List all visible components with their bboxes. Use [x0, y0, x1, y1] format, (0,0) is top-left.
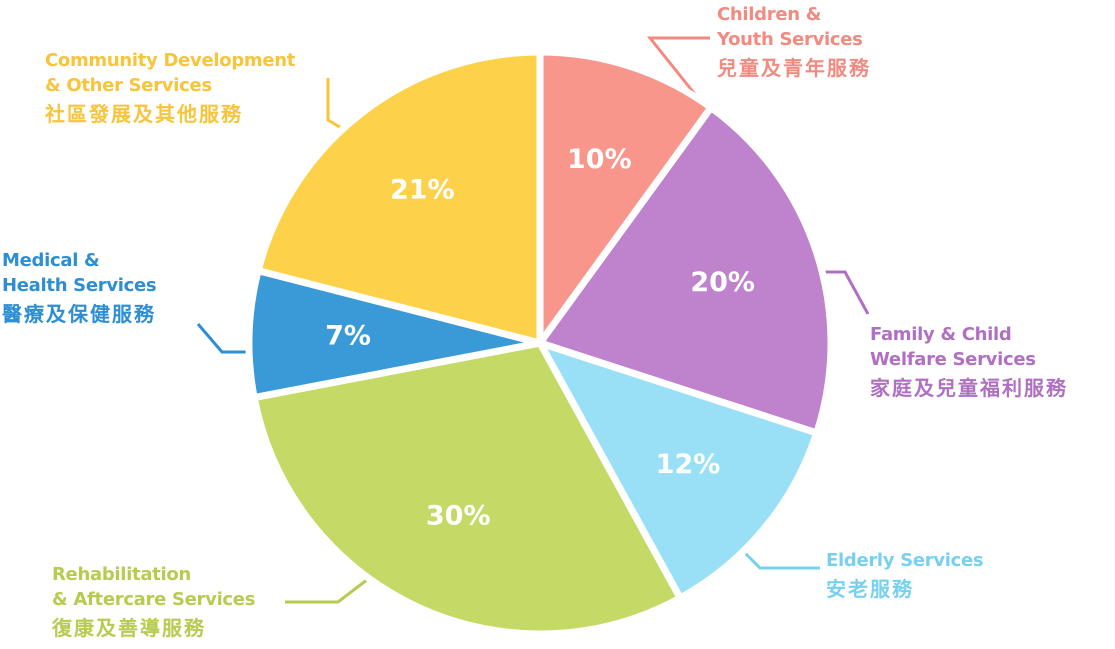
value-label: 21% [390, 175, 455, 206]
leader-line [820, 270, 870, 315]
value-label: 7% [325, 320, 371, 351]
value-label: 30% [426, 500, 491, 531]
pie-slice [254, 48, 544, 347]
value-label: 10% [567, 144, 632, 175]
category-label: Community Development & Other Services [45, 50, 296, 96]
leader-line [196, 323, 252, 354]
pie-slice [250, 339, 684, 638]
category-label: Elderly Services [826, 550, 984, 571]
category-label-zh: 復康及善導服務 [52, 616, 206, 640]
category-label-zh: 醫療及保健服務 [2, 302, 156, 326]
category-label-zh: 家庭及兒童福利服務 [870, 376, 1068, 400]
category-label-zh: 安老服務 [826, 577, 914, 601]
slice-label: Community Development & Other Services 社區… [45, 48, 295, 127]
value-label: 12% [656, 449, 721, 480]
category-label: Rehabilitation & Aftercare Services [52, 564, 256, 610]
slice-label: Family & Child Welfare Services 家庭及兒童福利服務 [870, 322, 1068, 401]
category-label-zh: 兒童及青年服務 [717, 56, 871, 80]
leader-line [646, 36, 710, 104]
category-label: Children & Youth Services [717, 4, 863, 50]
slice-label: Elderly Services 安老服務 [826, 548, 984, 602]
slice-label: Rehabilitation & Aftercare Services 復康及善導… [52, 562, 255, 641]
pie-slice [245, 267, 544, 402]
value-label: 20% [690, 267, 755, 298]
category-label-zh: 社區發展及其他服務 [45, 102, 243, 126]
pie-slice [536, 339, 821, 602]
pie-slice [536, 104, 835, 437]
slice-label: Medical & Health Services 醫療及保健服務 [2, 248, 157, 327]
pie-slice [536, 48, 715, 347]
category-label: Medical & Health Services [2, 250, 157, 296]
slice-label: Children & Youth Services 兒童及青年服務 [717, 2, 871, 81]
category-label: Family & Child Welfare Services [870, 324, 1036, 370]
leader-line [285, 574, 373, 604]
